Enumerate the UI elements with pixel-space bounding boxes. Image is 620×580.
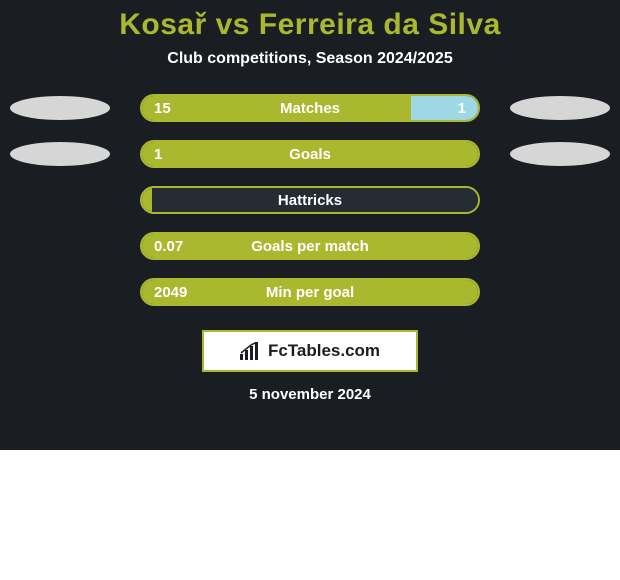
stat-bar-left: 0.07	[142, 234, 478, 258]
brand-badge[interactable]: FcTables.com	[202, 330, 418, 372]
chart-icon	[240, 342, 262, 360]
stat-bar: 1Goals	[140, 140, 480, 168]
stat-row: 0.07Goals per match	[0, 232, 620, 260]
stat-bar-empty	[152, 188, 478, 212]
stat-bar-left: 2049	[142, 280, 478, 304]
stat-left-value: 0.07	[142, 238, 195, 255]
stat-left-value: 15	[142, 100, 183, 117]
footer-date: 5 november 2024	[0, 386, 620, 403]
stat-left-value: 1	[142, 146, 174, 163]
player-right-ellipse	[510, 142, 610, 166]
page-title: Kosař vs Ferreira da Silva	[0, 8, 620, 42]
stat-rows: 151Matches1Goals0Hattricks0.07Goals per …	[0, 94, 620, 306]
player-left-ellipse	[10, 96, 110, 120]
stat-bar: 2049Min per goal	[140, 278, 480, 306]
stat-bar-left: 0	[142, 188, 152, 212]
stat-row: 151Matches	[0, 94, 620, 122]
stat-bar-left: 15	[142, 96, 411, 120]
player-left-ellipse	[10, 142, 110, 166]
stat-row: 2049Min per goal	[0, 278, 620, 306]
stat-right-value: 1	[446, 100, 478, 117]
page-subtitle: Club competitions, Season 2024/2025	[0, 50, 620, 68]
brand-text: FcTables.com	[268, 341, 380, 361]
comparison-card: Kosař vs Ferreira da Silva Club competit…	[0, 0, 620, 450]
stat-row: 1Goals	[0, 140, 620, 168]
stat-row: 0Hattricks	[0, 186, 620, 214]
stat-bar: 151Matches	[140, 94, 480, 122]
stat-bar: 0.07Goals per match	[140, 232, 480, 260]
stat-bar-left: 1	[142, 142, 478, 166]
stat-bar: 0Hattricks	[140, 186, 480, 214]
player-right-ellipse	[510, 96, 610, 120]
stat-left-value: 2049	[142, 284, 199, 301]
stat-bar-right: 1	[411, 96, 478, 120]
